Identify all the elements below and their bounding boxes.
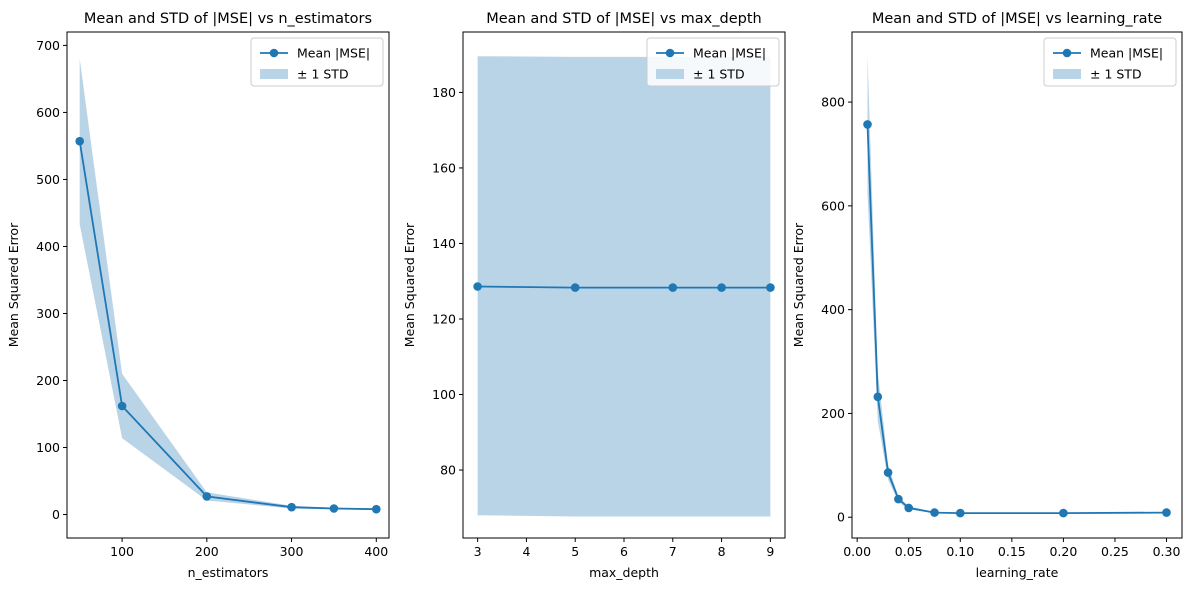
std-band (867, 55, 1167, 514)
y-tick-label: 140 (432, 236, 456, 251)
data-point (473, 282, 482, 291)
y-tick-label: 800 (821, 95, 845, 110)
data-point (956, 508, 965, 518)
data-point (863, 120, 872, 129)
x-tick-label: 0.00 (843, 544, 871, 559)
x-tick-label: 0.20 (1049, 544, 1077, 559)
y-tick-label: 0 (52, 507, 60, 522)
y-axis-label: Mean Squared Error (6, 222, 21, 347)
y-tick-label: 100 (36, 440, 60, 455)
y-tick-label: 500 (36, 172, 60, 187)
x-axis-label: max_depth (589, 565, 659, 580)
chart-title: Mean and STD of |MSE| vs learning_rate (872, 11, 1162, 27)
y-tick-label: 0 (837, 510, 845, 525)
legend-entry-std: ± 1 STD (297, 67, 349, 82)
subplot-learning-rate: Mean and STD of |MSE| vs learning_rate l… (791, 11, 1183, 580)
x-tick-label: 4 (522, 544, 530, 559)
x-axis-label: learning_rate (976, 565, 1059, 580)
x-tick-label: 0.25 (1101, 544, 1129, 559)
x-tick-label: 300 (280, 544, 304, 559)
data-point (930, 508, 939, 517)
y-tick-label: 100 (432, 387, 456, 402)
data-point (287, 502, 296, 512)
legend-entry-std: ± 1 STD (1090, 67, 1142, 82)
x-tick-label: 6 (620, 544, 628, 559)
chart-title: Mean and STD of |MSE| vs max_depth (486, 11, 761, 27)
x-tick-label: 0.10 (946, 544, 974, 559)
y-tick-label: 200 (36, 373, 60, 388)
data-point (202, 492, 212, 501)
x-tick-label: 0.05 (895, 544, 923, 559)
y-axis-label: Mean Squared Error (402, 222, 417, 347)
x-axis-label: n_estimators (188, 565, 269, 580)
y-tick-label: 400 (36, 239, 60, 254)
y-tick-label: 160 (432, 160, 456, 175)
legend-entry-mean: Mean |MSE| (1090, 46, 1163, 61)
x-tick-label: 0.15 (998, 544, 1026, 559)
legend-entry-std: ± 1 STD (693, 67, 745, 82)
y-tick-label: 400 (821, 302, 845, 317)
data-point (117, 401, 127, 411)
legend-band-swatch (656, 69, 684, 79)
y-tick-label: 600 (821, 198, 845, 213)
data-point (883, 468, 893, 477)
plot-frame (851, 31, 1183, 539)
data-point (717, 283, 726, 292)
data-point (904, 503, 913, 513)
series-line-mean (78, 141, 377, 511)
std-band (79, 58, 377, 510)
x-tick-label: 400 (364, 544, 388, 559)
y-tick-label: 300 (36, 306, 60, 321)
subplot-max-depth: Mean and STD of |MSE| vs max_depth max_d… (402, 11, 786, 580)
data-point (668, 283, 678, 292)
data-point (1059, 508, 1068, 518)
data-point (570, 283, 580, 292)
y-tick-label: 200 (821, 406, 845, 421)
x-tick-label: 9 (766, 544, 774, 559)
data-point (894, 494, 903, 504)
legend-entry-mean: Mean |MSE| (297, 46, 370, 61)
legend-entry-mean: Mean |MSE| (693, 46, 766, 61)
data-point (1162, 508, 1171, 517)
legend-marker-swatch (665, 48, 675, 58)
x-tick-label: 3 (474, 544, 482, 559)
x-tick-label: 100 (110, 544, 134, 559)
y-tick-label: 120 (432, 311, 456, 326)
data-point (329, 504, 339, 513)
x-tick-label: 5 (571, 544, 579, 559)
legend-marker-swatch (269, 48, 279, 58)
y-tick-label: 180 (432, 85, 456, 100)
data-point (75, 136, 84, 146)
y-tick-label: 600 (36, 105, 60, 120)
legend-marker-swatch (1062, 48, 1072, 58)
legend-band-swatch (1053, 69, 1081, 79)
y-axis-label: Mean Squared Error (791, 222, 806, 347)
plot-frame (66, 31, 390, 539)
x-tick-label: 8 (718, 544, 726, 559)
data-point (766, 283, 775, 292)
legend-band-swatch (260, 69, 288, 79)
chart-title: Mean and STD of |MSE| vs n_estimators (84, 11, 372, 27)
subplot-n-estimators: Mean and STD of |MSE| vs n_estimators n_… (6, 11, 390, 580)
series-line-mean (866, 124, 1167, 514)
x-tick-label: 0.30 (1153, 544, 1181, 559)
data-point (372, 504, 381, 514)
y-tick-label: 80 (440, 463, 456, 478)
x-tick-label: 7 (669, 544, 677, 559)
y-tick-label: 700 (36, 38, 60, 53)
data-point (873, 392, 883, 402)
x-tick-label: 200 (195, 544, 219, 559)
std-band (477, 56, 771, 517)
